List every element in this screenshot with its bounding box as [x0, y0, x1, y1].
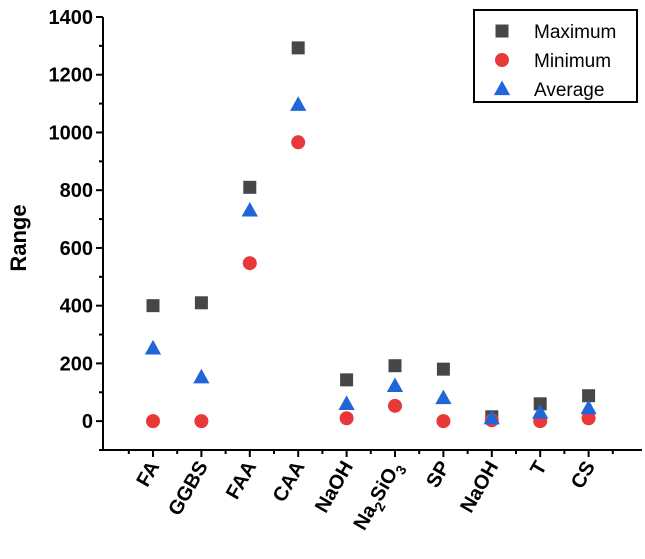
point-average	[580, 399, 597, 415]
y-tick-label: 1400	[49, 7, 94, 29]
point-average	[338, 395, 355, 410]
point-minimum	[581, 411, 596, 426]
x-tick-label: CS	[567, 458, 600, 493]
point-average	[435, 389, 452, 405]
y-tick-label: 600	[60, 238, 93, 260]
x-tick-label: NaOH	[311, 458, 358, 517]
x-tick-label: Na2SiO3	[349, 457, 409, 536]
point-maximum	[194, 296, 208, 310]
point-maximum	[243, 180, 257, 194]
y-tick-label: 200	[60, 353, 93, 375]
point-minimum	[388, 398, 402, 413]
point-average	[290, 96, 307, 111]
point-minimum	[146, 414, 160, 429]
series-average	[144, 96, 597, 425]
axes	[96, 16, 642, 457]
point-average	[386, 377, 404, 393]
point-minimum	[339, 411, 354, 426]
x-tick-label: FAA	[222, 458, 261, 504]
y-tick-label: 400	[60, 296, 93, 318]
point-minimum	[242, 256, 257, 271]
legend-label-maximum: Maximum	[534, 22, 616, 43]
y-tick-label: 1000	[49, 122, 94, 144]
point-maximum	[146, 299, 160, 313]
y-axis-title: Range	[6, 204, 31, 271]
point-minimum	[436, 414, 451, 429]
legend-marker-average	[493, 80, 511, 96]
x-tick-label: CAA	[269, 458, 310, 507]
x-tick-label: SP	[422, 458, 454, 492]
legend-label-minimum: Minimum	[534, 51, 611, 72]
point-average	[144, 339, 162, 355]
x-tick-label: GGBS	[164, 458, 213, 520]
point-average	[532, 404, 549, 419]
point-maximum	[388, 359, 402, 373]
point-maximum	[436, 362, 450, 376]
point-average	[193, 368, 210, 384]
data-points	[144, 41, 597, 429]
legend: Maximum Minimum Average	[473, 9, 638, 103]
point-minimum	[194, 414, 209, 429]
x-tick-label: NaOH	[456, 458, 503, 517]
point-maximum	[533, 397, 547, 411]
y-tick-labels: 0 200 400 600 800 1000 1200 1400	[49, 7, 94, 433]
point-maximum	[340, 373, 354, 387]
x-tick-label: T	[526, 458, 551, 480]
point-maximum	[291, 41, 305, 55]
y-tick-label: 1200	[49, 65, 94, 87]
legend-label-average: Average	[534, 80, 604, 101]
point-minimum	[291, 135, 306, 150]
series-minimum	[146, 135, 596, 429]
x-tick-label: FA	[132, 458, 164, 491]
y-tick-label: 800	[60, 180, 93, 202]
point-average	[241, 201, 258, 217]
point-average	[483, 409, 500, 425]
point-maximum	[582, 389, 596, 403]
y-tick-label: 0	[82, 411, 93, 433]
legend-marker-maximum	[495, 24, 509, 38]
legend-marker-minimum	[495, 53, 509, 67]
